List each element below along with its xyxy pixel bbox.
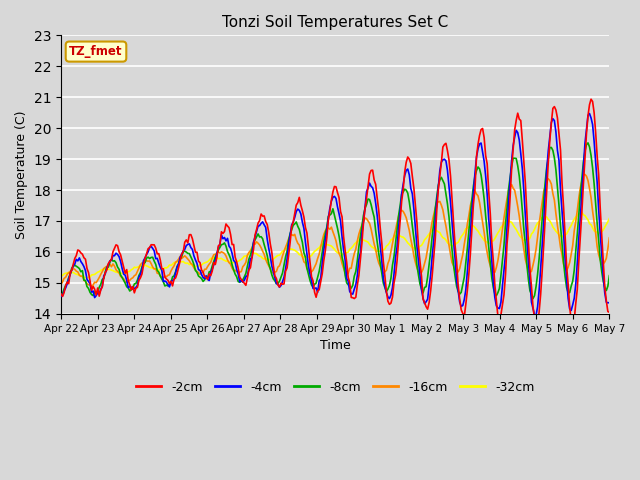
-8cm	[221, 240, 228, 246]
-16cm	[577, 185, 584, 191]
-8cm	[124, 285, 132, 291]
-4cm	[532, 312, 540, 318]
-16cm	[250, 241, 257, 247]
-2cm	[248, 255, 256, 261]
-32cm	[578, 209, 586, 215]
-2cm	[124, 278, 132, 284]
-4cm	[57, 294, 65, 300]
-16cm	[581, 171, 589, 177]
-2cm	[57, 291, 65, 297]
-8cm	[248, 247, 256, 252]
-2cm	[239, 278, 246, 284]
-16cm	[88, 284, 95, 289]
-8cm	[239, 277, 246, 283]
-4cm	[124, 285, 132, 290]
-32cm	[298, 254, 306, 260]
-2cm	[588, 96, 595, 102]
-4cm	[586, 111, 593, 117]
Line: -32cm: -32cm	[61, 212, 609, 277]
-4cm	[577, 215, 584, 220]
-32cm	[82, 275, 90, 280]
-16cm	[241, 262, 248, 268]
-32cm	[605, 216, 613, 221]
Line: -4cm: -4cm	[61, 114, 609, 315]
-8cm	[297, 233, 305, 239]
-32cm	[126, 268, 134, 274]
-16cm	[222, 253, 230, 259]
Line: -8cm: -8cm	[61, 143, 609, 299]
Y-axis label: Soil Temperature (C): Soil Temperature (C)	[15, 110, 28, 239]
-4cm	[297, 211, 305, 217]
-16cm	[126, 277, 134, 283]
Text: TZ_fmet: TZ_fmet	[69, 45, 123, 58]
-2cm	[221, 228, 228, 234]
-32cm	[222, 258, 230, 264]
-2cm	[605, 310, 613, 315]
-32cm	[241, 253, 248, 259]
-32cm	[250, 251, 257, 256]
-8cm	[584, 140, 592, 146]
Legend: -2cm, -4cm, -8cm, -16cm, -32cm: -2cm, -4cm, -8cm, -16cm, -32cm	[131, 376, 540, 399]
-2cm	[297, 202, 305, 208]
-2cm	[534, 320, 541, 326]
-4cm	[239, 279, 246, 285]
-4cm	[248, 255, 256, 261]
X-axis label: Time: Time	[320, 339, 351, 352]
-8cm	[605, 273, 613, 278]
-16cm	[605, 235, 613, 241]
-32cm	[57, 273, 65, 279]
-8cm	[57, 293, 65, 299]
-4cm	[221, 235, 228, 240]
-8cm	[577, 192, 584, 197]
-16cm	[298, 253, 306, 259]
Line: -2cm: -2cm	[61, 99, 609, 323]
-2cm	[577, 233, 584, 239]
Title: Tonzi Soil Temperatures Set C: Tonzi Soil Temperatures Set C	[222, 15, 449, 30]
-32cm	[577, 210, 584, 216]
-16cm	[57, 281, 65, 287]
-8cm	[529, 296, 537, 301]
-4cm	[605, 300, 613, 305]
Line: -16cm: -16cm	[61, 174, 609, 287]
